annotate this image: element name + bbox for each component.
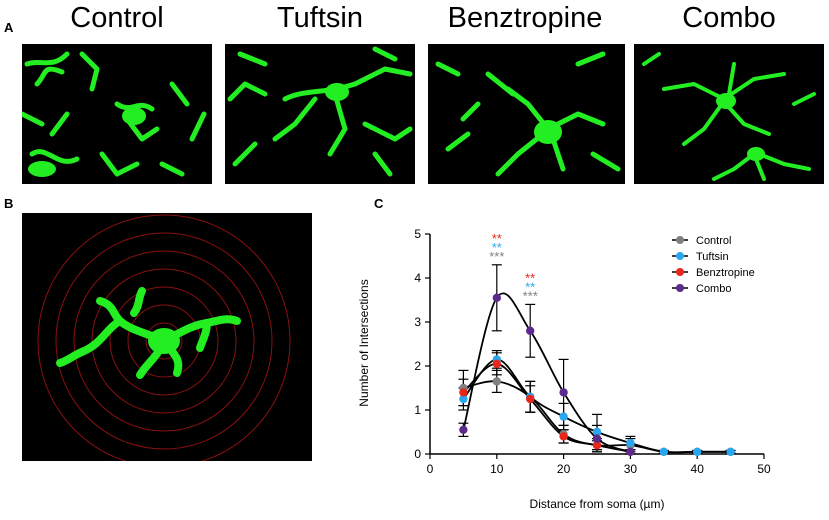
y-tick-label: 0 — [414, 447, 421, 461]
legend-label-benztropine: Benztropine — [696, 267, 755, 279]
data-point-benztropine — [492, 359, 501, 368]
x-tick-label: 40 — [691, 462, 705, 476]
data-point-tuftsin — [659, 447, 668, 456]
legend-marker-tuftsin — [676, 252, 684, 260]
title-combo: Combo — [682, 2, 776, 34]
title-tuftsin: Tuftsin — [277, 2, 363, 34]
x-tick-label: 0 — [427, 462, 434, 476]
significance-stars: ** — [492, 240, 502, 255]
data-point-combo — [492, 293, 501, 302]
data-point-combo — [526, 326, 535, 335]
data-point-benztropine — [459, 388, 468, 397]
data-point-combo — [626, 447, 635, 456]
panel-label-a: A — [4, 20, 14, 35]
data-point-tuftsin — [459, 394, 468, 404]
data-point-tuftsin — [559, 412, 568, 421]
y-tick-label: 5 — [414, 227, 421, 241]
title-control: Control — [70, 2, 164, 34]
data-point-tuftsin — [726, 447, 735, 456]
y-tick-label: 4 — [414, 271, 421, 285]
micrograph-control — [22, 44, 212, 184]
fit-curve-combo — [462, 292, 631, 453]
x-tick-label: 10 — [490, 462, 504, 476]
data-point-combo — [559, 388, 568, 397]
significance-stars: ** — [525, 270, 535, 285]
y-tick-label: 2 — [414, 359, 421, 373]
data-point-tuftsin — [626, 438, 635, 448]
data-point-combo — [592, 434, 602, 443]
significance-stars: ** — [525, 279, 535, 294]
significance-stars: ** — [492, 231, 502, 246]
panel-label-c: C — [374, 196, 384, 211]
significance-stars: *** — [489, 249, 504, 264]
data-point-benztropine — [592, 441, 602, 450]
panel-label-b: B — [4, 196, 14, 211]
legend-label-combo: Combo — [696, 283, 731, 295]
x-tick-label: 30 — [624, 462, 638, 476]
x-tick-label: 50 — [757, 462, 771, 476]
data-point-control — [492, 377, 501, 386]
data-point-combo — [459, 425, 468, 434]
data-point-benztropine — [559, 432, 568, 441]
sholl-analysis-image — [22, 213, 312, 461]
x-axis-title: Distance from soma (µm) — [529, 497, 665, 511]
data-point-benztropine — [526, 394, 535, 404]
legend-label-tuftsin: Tuftsin — [696, 251, 729, 263]
data-point-tuftsin — [592, 427, 602, 437]
legend-marker-control — [676, 236, 684, 244]
micrograph-tuftsin — [225, 44, 415, 184]
legend-marker-combo — [676, 284, 684, 292]
title-benztropine: Benztropine — [447, 2, 603, 34]
y-tick-label: 1 — [414, 403, 421, 417]
micrograph-combo — [634, 44, 824, 184]
micrograph-benztropine — [428, 44, 625, 184]
legend-label-control: Control — [696, 235, 731, 247]
x-tick-label: 20 — [557, 462, 571, 476]
legend-marker-benztropine — [676, 268, 684, 276]
significance-stars: *** — [523, 288, 538, 303]
y-tick-label: 3 — [414, 315, 421, 329]
data-point-tuftsin — [693, 447, 702, 456]
